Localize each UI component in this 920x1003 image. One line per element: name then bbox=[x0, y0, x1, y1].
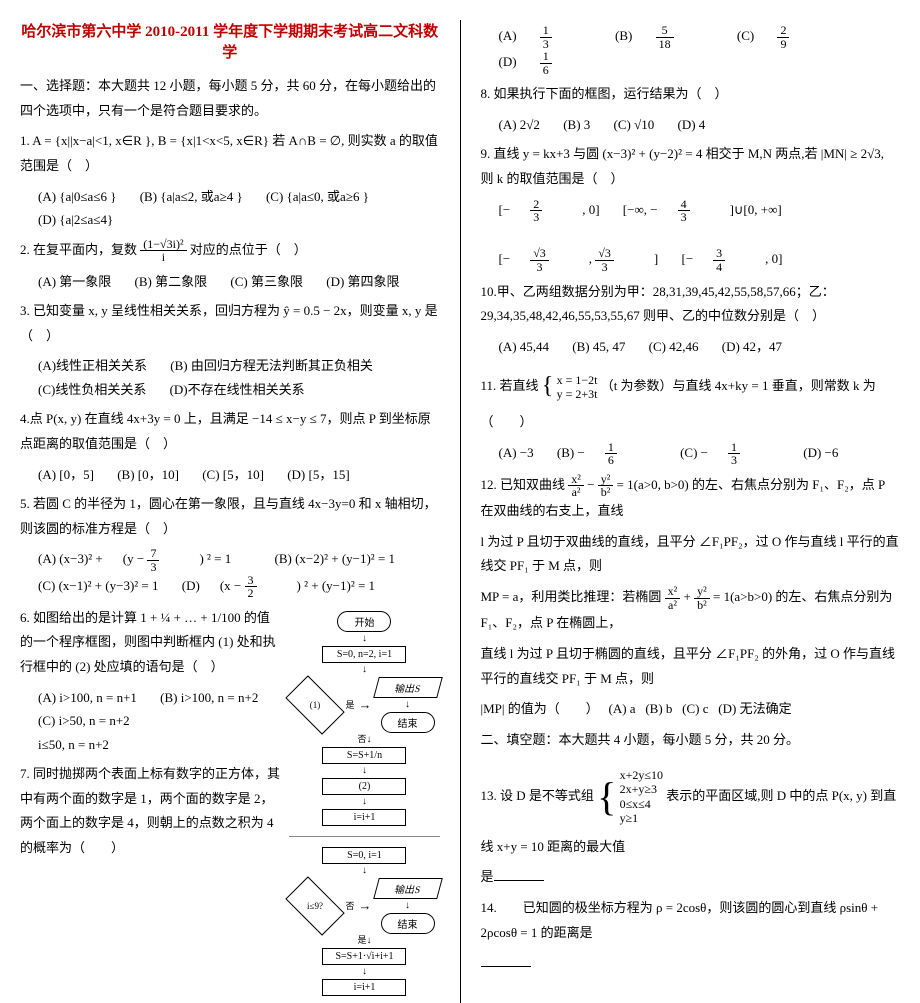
fc-cond1: (1) bbox=[286, 675, 345, 734]
blank-field[interactable] bbox=[481, 966, 531, 967]
q12-l3: 直线 l 为过 P 且切于椭圆的直线，且平分 ∠F₁PF₂ 的外角，过 O 作与… bbox=[481, 642, 901, 691]
q3-d: (D)不存在线性相关关系 bbox=[170, 378, 305, 401]
q1-a: (A) {a|0≤a≤6 } bbox=[38, 185, 116, 208]
q12-b: (B) b bbox=[645, 701, 672, 716]
section2-header: 二、填空题：本大题共 4 小题，每小题 5 分，共 20 分。 bbox=[481, 728, 901, 753]
q8-b: (B) 3 bbox=[563, 113, 590, 136]
q7-d: (D) 16 bbox=[499, 50, 592, 76]
q9-b: [−∞, −43]∪[0, +∞] bbox=[623, 198, 802, 224]
q6-a: (A) i>100, n = n+1 bbox=[38, 686, 137, 709]
q3-b: (B) 由回归方程无法判断其正负相关 bbox=[170, 354, 373, 377]
q10: 10.甲、乙两组数据分别为甲：28,31,39,45,42,55,58,57,6… bbox=[481, 280, 901, 329]
flowchart: 开始 ↓ S=0, n=2, i=1 ↓ (1) 是→ 输出S ↓ 结束 否↓ … bbox=[289, 608, 439, 999]
q12-d: (D) 无法确定 bbox=[718, 701, 791, 716]
q4-a: (A) [0，5] bbox=[38, 463, 94, 486]
q9-opts: [−23, 0] [−∞, −43]∪[0, +∞] [−√33, √33] [… bbox=[499, 198, 901, 274]
q4: 4.点 P(x, y) 在直线 4x+3y = 0 上，且满足 −14 ≤ x−… bbox=[20, 407, 440, 456]
q3-c: (C)线性负相关关系 bbox=[38, 378, 146, 401]
q12-a: (A) a bbox=[609, 701, 636, 716]
q2: 2. 在复平面内，复数 (1−√3i)² i 对应的点位于（ ） bbox=[20, 238, 440, 264]
q1-b: (B) {a|a≤2, 或a≥4 } bbox=[140, 185, 243, 208]
q6-b: (B) i>100, n = n+2 bbox=[160, 686, 258, 709]
q14-blank bbox=[481, 951, 901, 976]
q3: 3. 已知变量 x, y 呈线性相关关系，回归方程为 ŷ = 0.5 − 2x，… bbox=[20, 299, 440, 348]
fc-init: S=0, n=2, i=1 bbox=[322, 646, 406, 663]
q8-a: (A) 2√2 bbox=[499, 113, 540, 136]
q2-b: (B) 第二象限 bbox=[135, 270, 208, 293]
q2-a: (A) 第一象限 bbox=[38, 270, 111, 293]
blank-field[interactable] bbox=[494, 880, 544, 881]
q1-opts: (A) {a|0≤a≤6 } (B) {a|a≤2, 或a≥4 } (C) {a… bbox=[38, 185, 440, 232]
q12-l2: l 为过 P 且切于双曲线的直线，且平分 ∠F₁PF₂，过 O 作与直线 l 平… bbox=[481, 530, 901, 579]
q3-a: (A)线性正相关关系 bbox=[38, 354, 147, 377]
q11-d: (D) −6 bbox=[803, 441, 838, 464]
fc-out2: 输出S bbox=[373, 878, 443, 899]
q4-opts: (A) [0，5] (B) [0，10] (C) [5，10] (D) [5，1… bbox=[38, 463, 440, 486]
q4-d: (D) [5，15] bbox=[287, 463, 349, 486]
q2-d: (D) 第四象限 bbox=[326, 270, 399, 293]
q5-d: (D) (x − 32) ² + (y−1)² = 1 bbox=[182, 574, 395, 600]
q7-a: (A) 13 bbox=[499, 24, 592, 50]
q5-a: (A) (x−3)² +(y − 73) ² = 1 bbox=[38, 547, 251, 573]
q9-c: [−√33, √33] bbox=[499, 247, 659, 273]
q7-opts: (A) 13 (B) 518 (C) 29 (D) 16 bbox=[499, 24, 901, 76]
section1-header: 一、选择题：本大题共 12 小题，每小题 5 分，共 60 分，在每小题给出的四… bbox=[20, 74, 440, 123]
fc-cond2: i≤9? bbox=[286, 876, 345, 935]
q6-c: (C) i>50, n = n+2 bbox=[38, 709, 130, 732]
fc-step2: (2) bbox=[322, 778, 406, 795]
q5-b: (B) (x−2)² + (y−1)² = 1 bbox=[275, 547, 396, 570]
q11: 11. 若直线 { x = 1−2t y = 2+3t （t 为参数）与直线 4… bbox=[481, 364, 901, 434]
q10-a: (A) 45,44 bbox=[499, 335, 550, 358]
q2-frac: (1−√3i)² i bbox=[140, 238, 186, 264]
q5-c: (C) (x−1)² + (y−3)² = 1 bbox=[38, 574, 159, 597]
q12-c: (C) c bbox=[682, 701, 708, 716]
q10-b: (B) 45, 47 bbox=[572, 335, 625, 358]
fc-step1: S=S+1/n bbox=[322, 747, 406, 764]
fc-start: 开始 bbox=[337, 611, 391, 632]
q14: 14. 已知圆的极坐标方程为 ρ = 2cosθ，则该圆的圆心到直线 ρsinθ… bbox=[481, 896, 901, 945]
q1: 1. A = {x||x−a|<1, x∈R }, B = {x|1<x<5, … bbox=[20, 129, 440, 178]
q11-opts: (A) −3 (B) −16 (C) −13 (D) −6 bbox=[499, 441, 901, 467]
q9-a: [−23, 0] bbox=[499, 198, 600, 224]
exam-title: 哈尔滨市第六中学 2010-2011 学年度下学期期末考试高二文科数学 bbox=[20, 20, 440, 62]
q13-blank: 是 bbox=[481, 865, 901, 890]
q6-d: i≤50, n = n+2 bbox=[38, 733, 109, 756]
q8-c: (C) √10 bbox=[614, 113, 655, 136]
q11-b: (B) −16 bbox=[557, 441, 657, 467]
fc-out1: 输出S bbox=[373, 677, 443, 698]
q5: 5. 若圆 C 的半径为 1，圆心在第一象限，且与直线 4x−3y=0 和 x … bbox=[20, 492, 440, 541]
q4-b: (B) [0，10] bbox=[117, 463, 179, 486]
q8-d: (D) 4 bbox=[678, 113, 706, 136]
q13: 13. 设 D 是不等式组 { x+2y≤10 2x+y≥3 0≤x≤4 y≥1… bbox=[481, 759, 901, 860]
q7-c: (C) 29 bbox=[737, 24, 830, 50]
q7-b: (B) 518 bbox=[615, 24, 714, 50]
q12-mp: MP = a，利用类比推理：若椭圆 x²a² + y²b² = 1(a>b>0)… bbox=[481, 585, 901, 636]
q4-c: (C) [5，10] bbox=[202, 463, 264, 486]
q9-d: [−34, 0] bbox=[681, 247, 782, 273]
q11-c: (C) −13 bbox=[680, 441, 780, 467]
fc-init2: S=0, i=1 bbox=[322, 847, 406, 864]
fc-inc: i=i+1 bbox=[322, 809, 406, 826]
q9: 9. 直线 y = kx+3 与圆 (x−3)² + (y−2)² = 4 相交… bbox=[481, 142, 901, 191]
fc-inc2: i=i+1 bbox=[322, 979, 406, 996]
q3-opts: (A)线性正相关关系 (B) 由回归方程无法判断其正负相关 (C)线性负相关关系… bbox=[38, 354, 440, 401]
fc-step3: S=S+1·√i+i+1 bbox=[322, 948, 406, 965]
q10-opts: (A) 45,44 (B) 45, 47 (C) 42,46 (D) 42，47 bbox=[499, 335, 901, 358]
q10-d: (D) 42，47 bbox=[722, 335, 782, 358]
q8: 8. 如果执行下面的框图，运行结果为（ ） bbox=[481, 82, 901, 107]
q5-opts: (A) (x−3)² +(y − 73) ² = 1 (B) (x−2)² + … bbox=[38, 547, 440, 599]
q8-opts: (A) 2√2 (B) 3 (C) √10 (D) 4 bbox=[499, 113, 901, 136]
q2-c: (C) 第三象限 bbox=[230, 270, 303, 293]
q2-opts: (A) 第一象限 (B) 第二象限 (C) 第三象限 (D) 第四象限 bbox=[38, 270, 440, 293]
q11-a: (A) −3 bbox=[499, 441, 534, 464]
q12-q: |MP| 的值为（ ） (A) a (B) b (C) c (D) 无法确定 bbox=[481, 697, 901, 722]
fc-end1: 结束 bbox=[381, 712, 435, 733]
q1-c: (C) {a|a≤0, 或a≥6 } bbox=[266, 185, 369, 208]
right-column: (A) 13 (B) 518 (C) 29 (D) 16 8. 如果执行下面的框… bbox=[460, 20, 901, 1003]
fc-end2: 结束 bbox=[381, 913, 435, 934]
q10-c: (C) 42,46 bbox=[649, 335, 699, 358]
q12: 12. 已知双曲线 x²a² − y²b² = 1(a>0, b>0) 的左、右… bbox=[481, 473, 901, 524]
q1-d: (D) {a|2≤a≤4} bbox=[38, 208, 113, 231]
left-column: 哈尔滨市第六中学 2010-2011 学年度下学期期末考试高二文科数学 一、选择… bbox=[20, 20, 440, 1003]
